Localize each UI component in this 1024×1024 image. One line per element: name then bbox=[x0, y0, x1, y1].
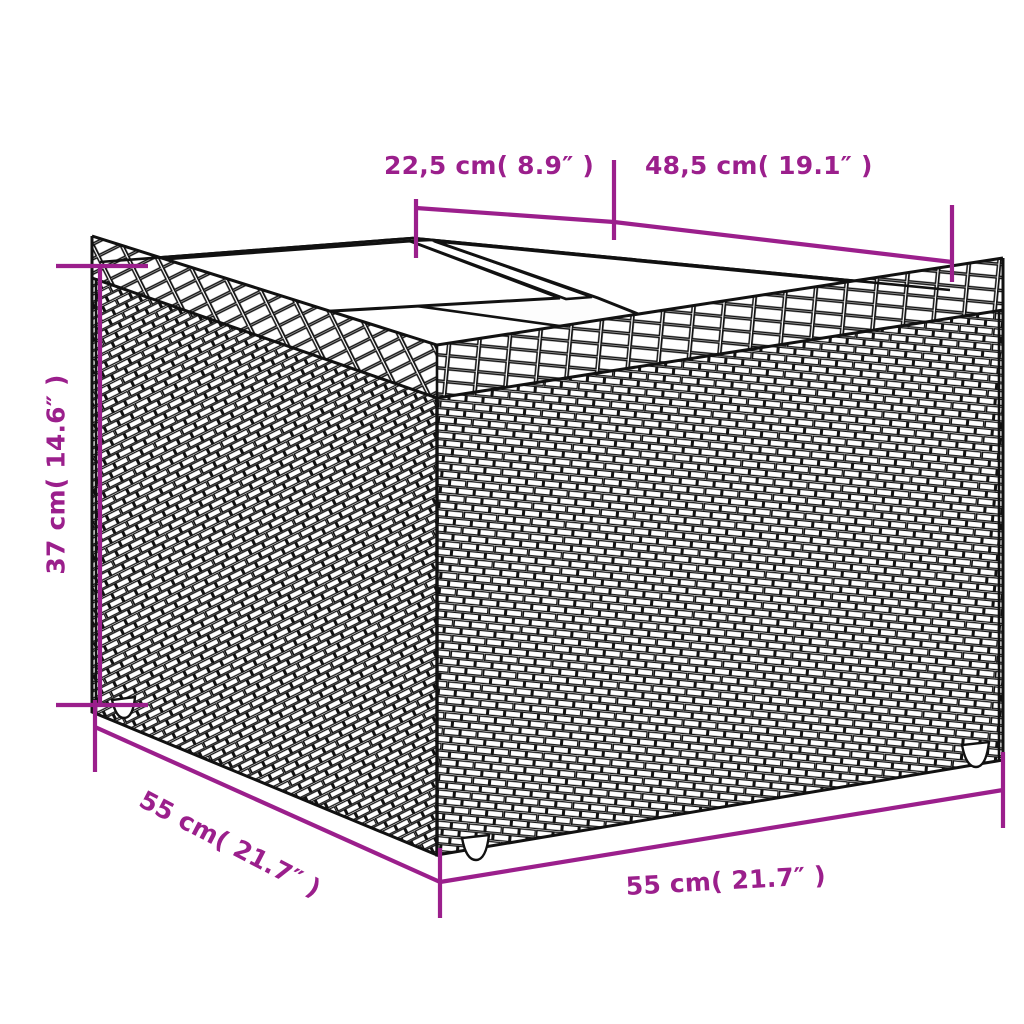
table-corner-edge bbox=[94, 278, 1001, 855]
dimension-line-width bbox=[439, 752, 1006, 885]
dimension-label-height: 37 cm( 14.6″ ) bbox=[41, 374, 71, 575]
foot-front-right bbox=[960, 740, 991, 769]
dimension-line-height bbox=[56, 263, 148, 708]
dimension-line-depth bbox=[92, 700, 443, 918]
foot-front-left bbox=[460, 833, 491, 862]
dimension-label-top-right: 48,5 cm( 19.1″ ) bbox=[645, 151, 873, 180]
dimension-line-top bbox=[413, 160, 955, 282]
table-feet bbox=[110, 695, 991, 862]
dimension-label-top-left: 22,5 cm( 8.9″ ) bbox=[384, 151, 594, 180]
